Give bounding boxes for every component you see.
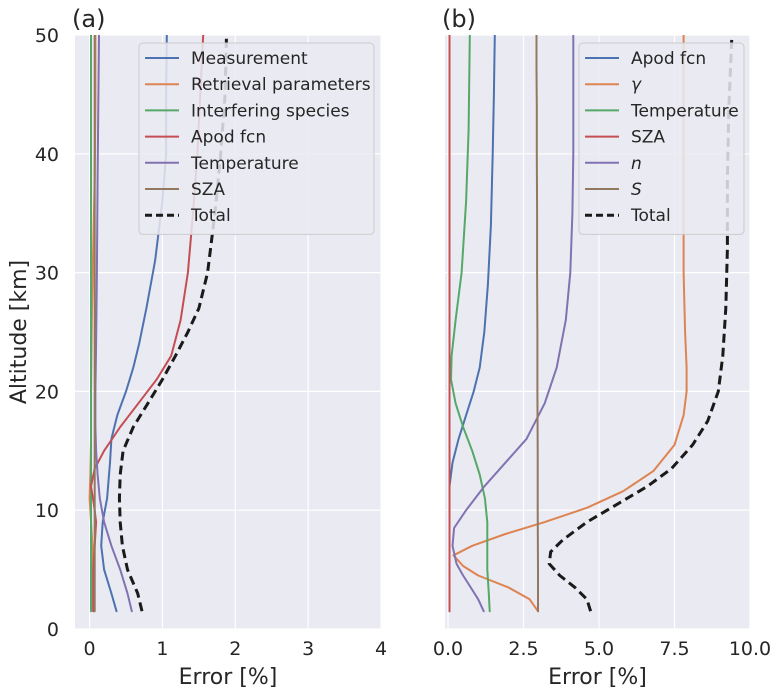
legend-label: Total [190, 206, 231, 226]
panel-title: (a) [72, 5, 105, 33]
y-tick-label: 10 [35, 500, 59, 522]
legend-a: Measurement Retrieval parameters Interferi… [138, 42, 375, 235]
legend-label: Apod fcn [631, 49, 706, 69]
series-line-s [535, 35, 539, 613]
legend-label: Retrieval parameters [191, 75, 371, 95]
series-line-temperature [450, 35, 491, 613]
legend-b: Apod fcn γ Temperature SZA nS Total [578, 42, 745, 235]
legend-label: Apod fcn [191, 128, 266, 148]
legend-label: Total [630, 206, 671, 226]
series-line-temperature [94, 35, 133, 613]
y-tick-label: 30 [35, 263, 59, 285]
x-tick-label: 1 [156, 638, 168, 660]
x-tick-label: 7.5 [659, 638, 689, 660]
x-tick-label: 0 [84, 638, 96, 660]
legend-label: γ [631, 75, 642, 95]
legend-box [578, 42, 745, 235]
y-tick-label: 40 [35, 144, 59, 166]
x-tick-label: 0.0 [433, 638, 463, 660]
legend-label: Interfering species [191, 101, 350, 121]
y-axis-label: Altitude [km] [7, 260, 32, 404]
panel-title: (b) [442, 5, 476, 33]
series-line-γ [452, 35, 688, 613]
series-line-n [451, 35, 575, 613]
x-tick-label: 10.0 [729, 638, 771, 660]
legend-label: SZA [191, 180, 225, 200]
x-axis-label: Error [%] [179, 665, 278, 690]
legend-label: SZA [631, 128, 665, 148]
legend-label: Temperature [630, 101, 739, 121]
y-tick-label: 50 [35, 25, 59, 47]
y-tick-label: 20 [35, 381, 59, 403]
x-tick-label: 3 [302, 638, 314, 660]
x-tick-label: 2.5 [508, 638, 538, 660]
legend-box [138, 42, 375, 235]
legend-label: n [631, 154, 642, 174]
legend-label: Temperature [190, 154, 299, 174]
x-axis-label: Error [%] [548, 665, 647, 690]
x-tick-label: 5.0 [584, 638, 614, 660]
legend-label: Measurement [191, 49, 308, 69]
x-tick-label: 4 [375, 638, 387, 660]
legend-label: S [631, 180, 642, 200]
panel-b: 0.0 2.5 5.0 7.5 10.0 (b) Error [%] Apod fcn γ Tem… [433, 5, 771, 690]
y-tick-label: 0 [47, 619, 59, 641]
x-tick-label: 2 [229, 638, 241, 660]
